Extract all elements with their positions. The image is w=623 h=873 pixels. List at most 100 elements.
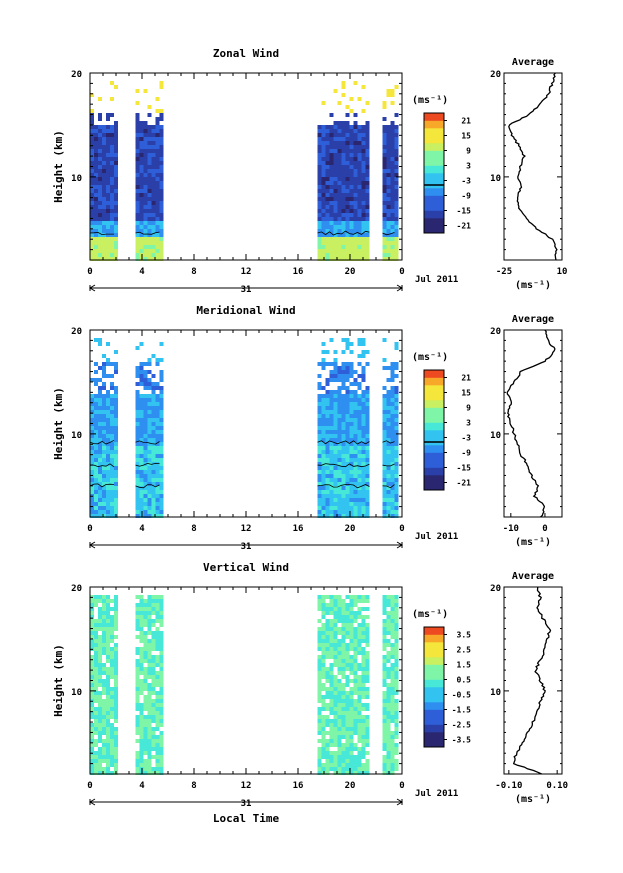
heatmap-cell xyxy=(353,209,358,213)
average-frame xyxy=(503,329,563,518)
heatmap-cell xyxy=(349,751,354,755)
heatmap-cell xyxy=(143,458,148,462)
heatmap-cell xyxy=(143,442,148,446)
heatmap-cell xyxy=(329,767,334,771)
heatmap-cell xyxy=(155,458,160,462)
heatmap-cell xyxy=(102,229,106,233)
x-tick-label: 20 xyxy=(345,267,356,277)
heatmap-cell xyxy=(361,735,366,739)
heatmap-cell xyxy=(135,707,140,711)
heatmap-cell xyxy=(106,603,110,607)
heatmap-cell xyxy=(357,177,362,181)
heatmap-cell xyxy=(147,173,152,177)
heatmap-cell xyxy=(329,193,334,197)
heatmap-cell xyxy=(155,221,160,225)
heatmap-cell xyxy=(333,233,338,237)
heatmap-cell xyxy=(361,623,366,627)
colorbar-band xyxy=(424,702,444,710)
heatmap-cell xyxy=(135,771,140,775)
heatmap-cell xyxy=(159,233,164,237)
heatmap-cell xyxy=(333,474,338,478)
heatmap-cell xyxy=(135,619,140,623)
heatmap-cell xyxy=(147,514,152,518)
heatmap-cell xyxy=(159,257,164,261)
heatmap-cell xyxy=(155,759,160,763)
heatmap-cell xyxy=(139,342,144,346)
heatmap-cell xyxy=(98,153,102,157)
heatmap-cell xyxy=(90,245,94,249)
heatmap-cell xyxy=(106,410,110,414)
heatmap-cell xyxy=(102,619,106,623)
heatmap-cell xyxy=(341,406,346,410)
heatmap-cell xyxy=(341,514,346,518)
heatmap-cell xyxy=(147,402,152,406)
heatmap-cell xyxy=(159,502,164,506)
heatmap-cell xyxy=(94,458,98,462)
heatmap-cell xyxy=(110,474,114,478)
heatmap-cell xyxy=(394,217,399,221)
heatmap-cell xyxy=(143,486,148,490)
heatmap-cell xyxy=(106,374,110,378)
heatmap-cell xyxy=(317,506,322,510)
avg-y-tick-label: 20 xyxy=(490,70,501,80)
heatmap-cell xyxy=(143,205,148,209)
heatmap-cell xyxy=(94,595,98,599)
heatmap-cell xyxy=(382,386,387,390)
heatmap-cell xyxy=(94,141,98,145)
heatmap-cell xyxy=(386,715,391,719)
heatmap-cell xyxy=(349,177,354,181)
heatmap-cell xyxy=(390,366,395,370)
heatmap-cell xyxy=(139,711,144,715)
heatmap-cell xyxy=(382,117,387,121)
heatmap-cell xyxy=(349,659,354,663)
heatmap-cell xyxy=(143,382,148,386)
heatmap-cell xyxy=(390,169,395,173)
heatmap-cell xyxy=(345,205,350,209)
heatmap-cell xyxy=(329,691,334,695)
heatmap-cell xyxy=(341,747,346,751)
heatmap-cell xyxy=(102,667,106,671)
heatmap-cell xyxy=(102,225,106,229)
heatmap-cell xyxy=(361,683,366,687)
heatmap-cell xyxy=(106,711,110,715)
x-ticks: 0 4 8 12 16 20 0 xyxy=(87,330,405,534)
heatmap-cell xyxy=(386,502,391,506)
heatmap-cell xyxy=(333,502,338,506)
heatmap-cell xyxy=(357,687,362,691)
heatmap-cell xyxy=(94,679,98,683)
heatmap-cell xyxy=(106,683,110,687)
heatmap-cell xyxy=(110,466,114,470)
heatmap-cell xyxy=(353,249,358,253)
heatmap-cell xyxy=(94,422,98,426)
heatmap-cell xyxy=(361,237,366,241)
heatmap-cell xyxy=(382,623,387,627)
heatmap-cell xyxy=(135,101,140,105)
heatmap-cell xyxy=(390,145,395,149)
heatmap-cell xyxy=(390,213,395,217)
heatmap-cell xyxy=(151,450,156,454)
heatmap-cell xyxy=(390,619,395,623)
heatmap-cell xyxy=(329,679,334,683)
heatmap-cell xyxy=(337,711,342,715)
heatmap-cell xyxy=(349,506,354,510)
heatmap-cell xyxy=(394,482,399,486)
colorbar-band xyxy=(424,664,444,673)
heatmap-cell xyxy=(98,390,102,394)
heatmap-cell xyxy=(345,169,350,173)
heatmap-cell xyxy=(353,639,358,643)
heatmap-cell xyxy=(321,366,326,370)
heatmap-cell xyxy=(106,434,110,438)
heatmap-cell xyxy=(151,735,156,739)
heatmap-cell xyxy=(98,771,102,775)
heatmap-cell xyxy=(333,719,338,723)
heatmap-cell xyxy=(110,619,114,623)
heatmap-cell xyxy=(345,446,350,450)
heatmap-cell xyxy=(386,739,391,743)
heatmap-cell xyxy=(353,422,358,426)
heatmap-cell xyxy=(159,671,164,675)
heatmap-cell xyxy=(317,595,322,599)
heatmap-cell xyxy=(349,639,354,643)
heatmap-cell xyxy=(333,165,338,169)
heatmap-cell xyxy=(155,763,160,767)
heatmap-cell xyxy=(114,189,118,193)
